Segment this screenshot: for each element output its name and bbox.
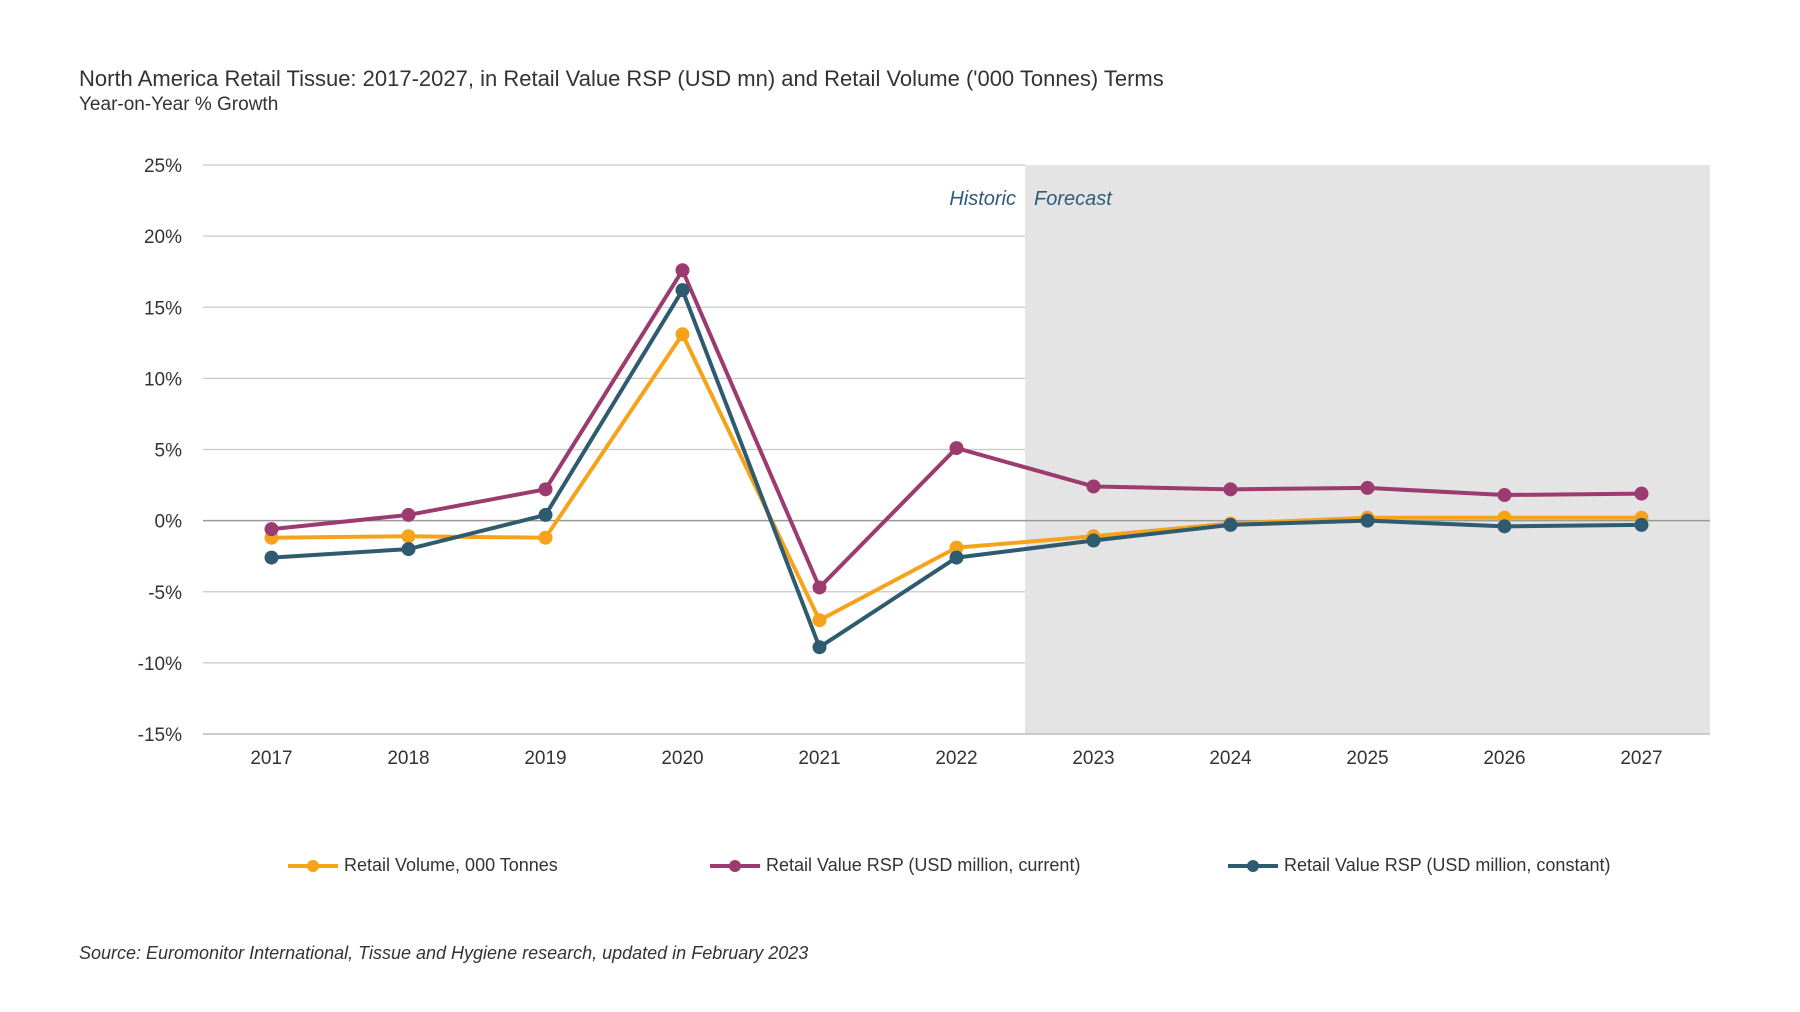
label-layer: Historic Forecast bbox=[949, 188, 1113, 210]
data-point-retail-value-rsp-usd-million-constant bbox=[675, 283, 690, 298]
legend-label-retail-volume: Retail Volume, 000 Tonnes bbox=[344, 855, 558, 875]
x-tick-label: 2022 bbox=[935, 748, 977, 769]
data-point-retail-value-rsp-usd-million-constant bbox=[1223, 517, 1238, 532]
legend-label-retail-value-current: Retail Value RSP (USD million, current) bbox=[766, 855, 1081, 875]
data-point-retail-value-rsp-usd-million-constant bbox=[949, 550, 964, 565]
data-point-retail-value-rsp-usd-million-constant bbox=[1634, 517, 1649, 532]
legend: Retail Volume, 000 Tonnes Retail Value R… bbox=[0, 855, 1800, 885]
y-tick-label: 20% bbox=[144, 227, 182, 248]
historic-label: Historic bbox=[949, 188, 1016, 210]
x-tick-label: 2017 bbox=[250, 748, 292, 769]
data-point-retail-value-rsp-usd-million-current bbox=[1086, 479, 1101, 494]
data-point-retail-value-rsp-usd-million-current bbox=[1634, 486, 1649, 501]
data-point-retail-value-rsp-usd-million-current bbox=[1497, 488, 1512, 503]
y-tick-label: -5% bbox=[148, 583, 182, 604]
x-tick-label: 2025 bbox=[1346, 748, 1388, 769]
y-tick-label: 5% bbox=[155, 441, 183, 462]
legend-label-retail-value-constant: Retail Value RSP (USD million, constant) bbox=[1284, 855, 1611, 875]
data-point-retail-value-rsp-usd-million-current bbox=[1223, 482, 1238, 497]
y-tick-label: 0% bbox=[155, 512, 183, 533]
legend-swatch-retail-volume bbox=[288, 858, 338, 874]
data-point-retail-value-rsp-usd-million-constant bbox=[538, 507, 553, 522]
data-point-retail-value-rsp-usd-million-constant bbox=[264, 550, 279, 565]
data-point-retail-value-rsp-usd-million-constant bbox=[1497, 519, 1512, 534]
data-point-retail-volume-000-tonnes bbox=[538, 530, 553, 545]
legend-swatch-retail-value-constant bbox=[1228, 858, 1278, 874]
data-point-retail-value-rsp-usd-million-current bbox=[264, 522, 279, 537]
data-point-retail-value-rsp-usd-million-current bbox=[538, 482, 553, 497]
data-point-retail-value-rsp-usd-million-current bbox=[812, 580, 827, 595]
axis-layer: 25% 20% 15% 10% 5% 0% -5% -10% -15% 2017 2018 2019 2… bbox=[138, 156, 1710, 769]
data-point-retail-volume-000-tonnes bbox=[812, 613, 827, 628]
data-point-retail-volume-000-tonnes bbox=[401, 529, 416, 544]
x-tick-label: 2026 bbox=[1483, 748, 1525, 769]
x-tick-label: 2024 bbox=[1209, 748, 1252, 769]
source-note: Source: Euromonitor International, Tissu… bbox=[79, 943, 809, 963]
x-tick-label: 2019 bbox=[524, 748, 566, 769]
y-tick-label: -15% bbox=[138, 725, 182, 746]
x-tick-label: 2018 bbox=[387, 748, 429, 769]
data-point-retail-value-rsp-usd-million-current bbox=[1360, 480, 1375, 495]
y-tick-label: 25% bbox=[144, 156, 182, 177]
data-point-retail-value-rsp-usd-million-constant bbox=[1360, 513, 1375, 528]
x-tick-label: 2023 bbox=[1072, 748, 1114, 769]
legend-swatch-retail-value-current bbox=[710, 858, 760, 874]
y-tick-label: 15% bbox=[144, 298, 182, 319]
data-point-retail-value-rsp-usd-million-current bbox=[949, 441, 964, 456]
data-point-retail-value-rsp-usd-million-constant bbox=[401, 542, 416, 557]
data-point-retail-volume-000-tonnes bbox=[675, 327, 690, 342]
chart-title: North America Retail Tissue: 2017-2027, … bbox=[79, 66, 1164, 91]
y-tick-label: 10% bbox=[144, 369, 182, 390]
data-point-retail-value-rsp-usd-million-constant bbox=[1086, 533, 1101, 548]
series-layer bbox=[264, 263, 1649, 655]
data-point-retail-value-rsp-usd-million-current bbox=[401, 507, 416, 522]
x-tick-label: 2020 bbox=[661, 748, 703, 769]
data-point-retail-value-rsp-usd-million-current bbox=[675, 263, 690, 278]
legend-item-retail-value-current[interactable]: Retail Value RSP (USD million, current) bbox=[710, 855, 1080, 876]
forecast-shading-layer bbox=[1025, 165, 1710, 734]
legend-item-retail-value-constant[interactable]: Retail Value RSP (USD million, constant) bbox=[1228, 855, 1610, 876]
forecast-region bbox=[1025, 165, 1710, 734]
y-tick-label: -10% bbox=[138, 654, 182, 675]
legend-item-retail-volume[interactable]: Retail Volume, 000 Tonnes bbox=[288, 855, 558, 876]
x-tick-label: 2027 bbox=[1620, 748, 1662, 769]
chart-subtitle: Year-on-Year % Growth bbox=[79, 94, 279, 115]
data-point-retail-volume-000-tonnes bbox=[949, 540, 964, 555]
x-tick-label: 2021 bbox=[798, 748, 840, 769]
data-point-retail-value-rsp-usd-million-constant bbox=[812, 640, 827, 655]
forecast-label: Forecast bbox=[1034, 188, 1113, 210]
